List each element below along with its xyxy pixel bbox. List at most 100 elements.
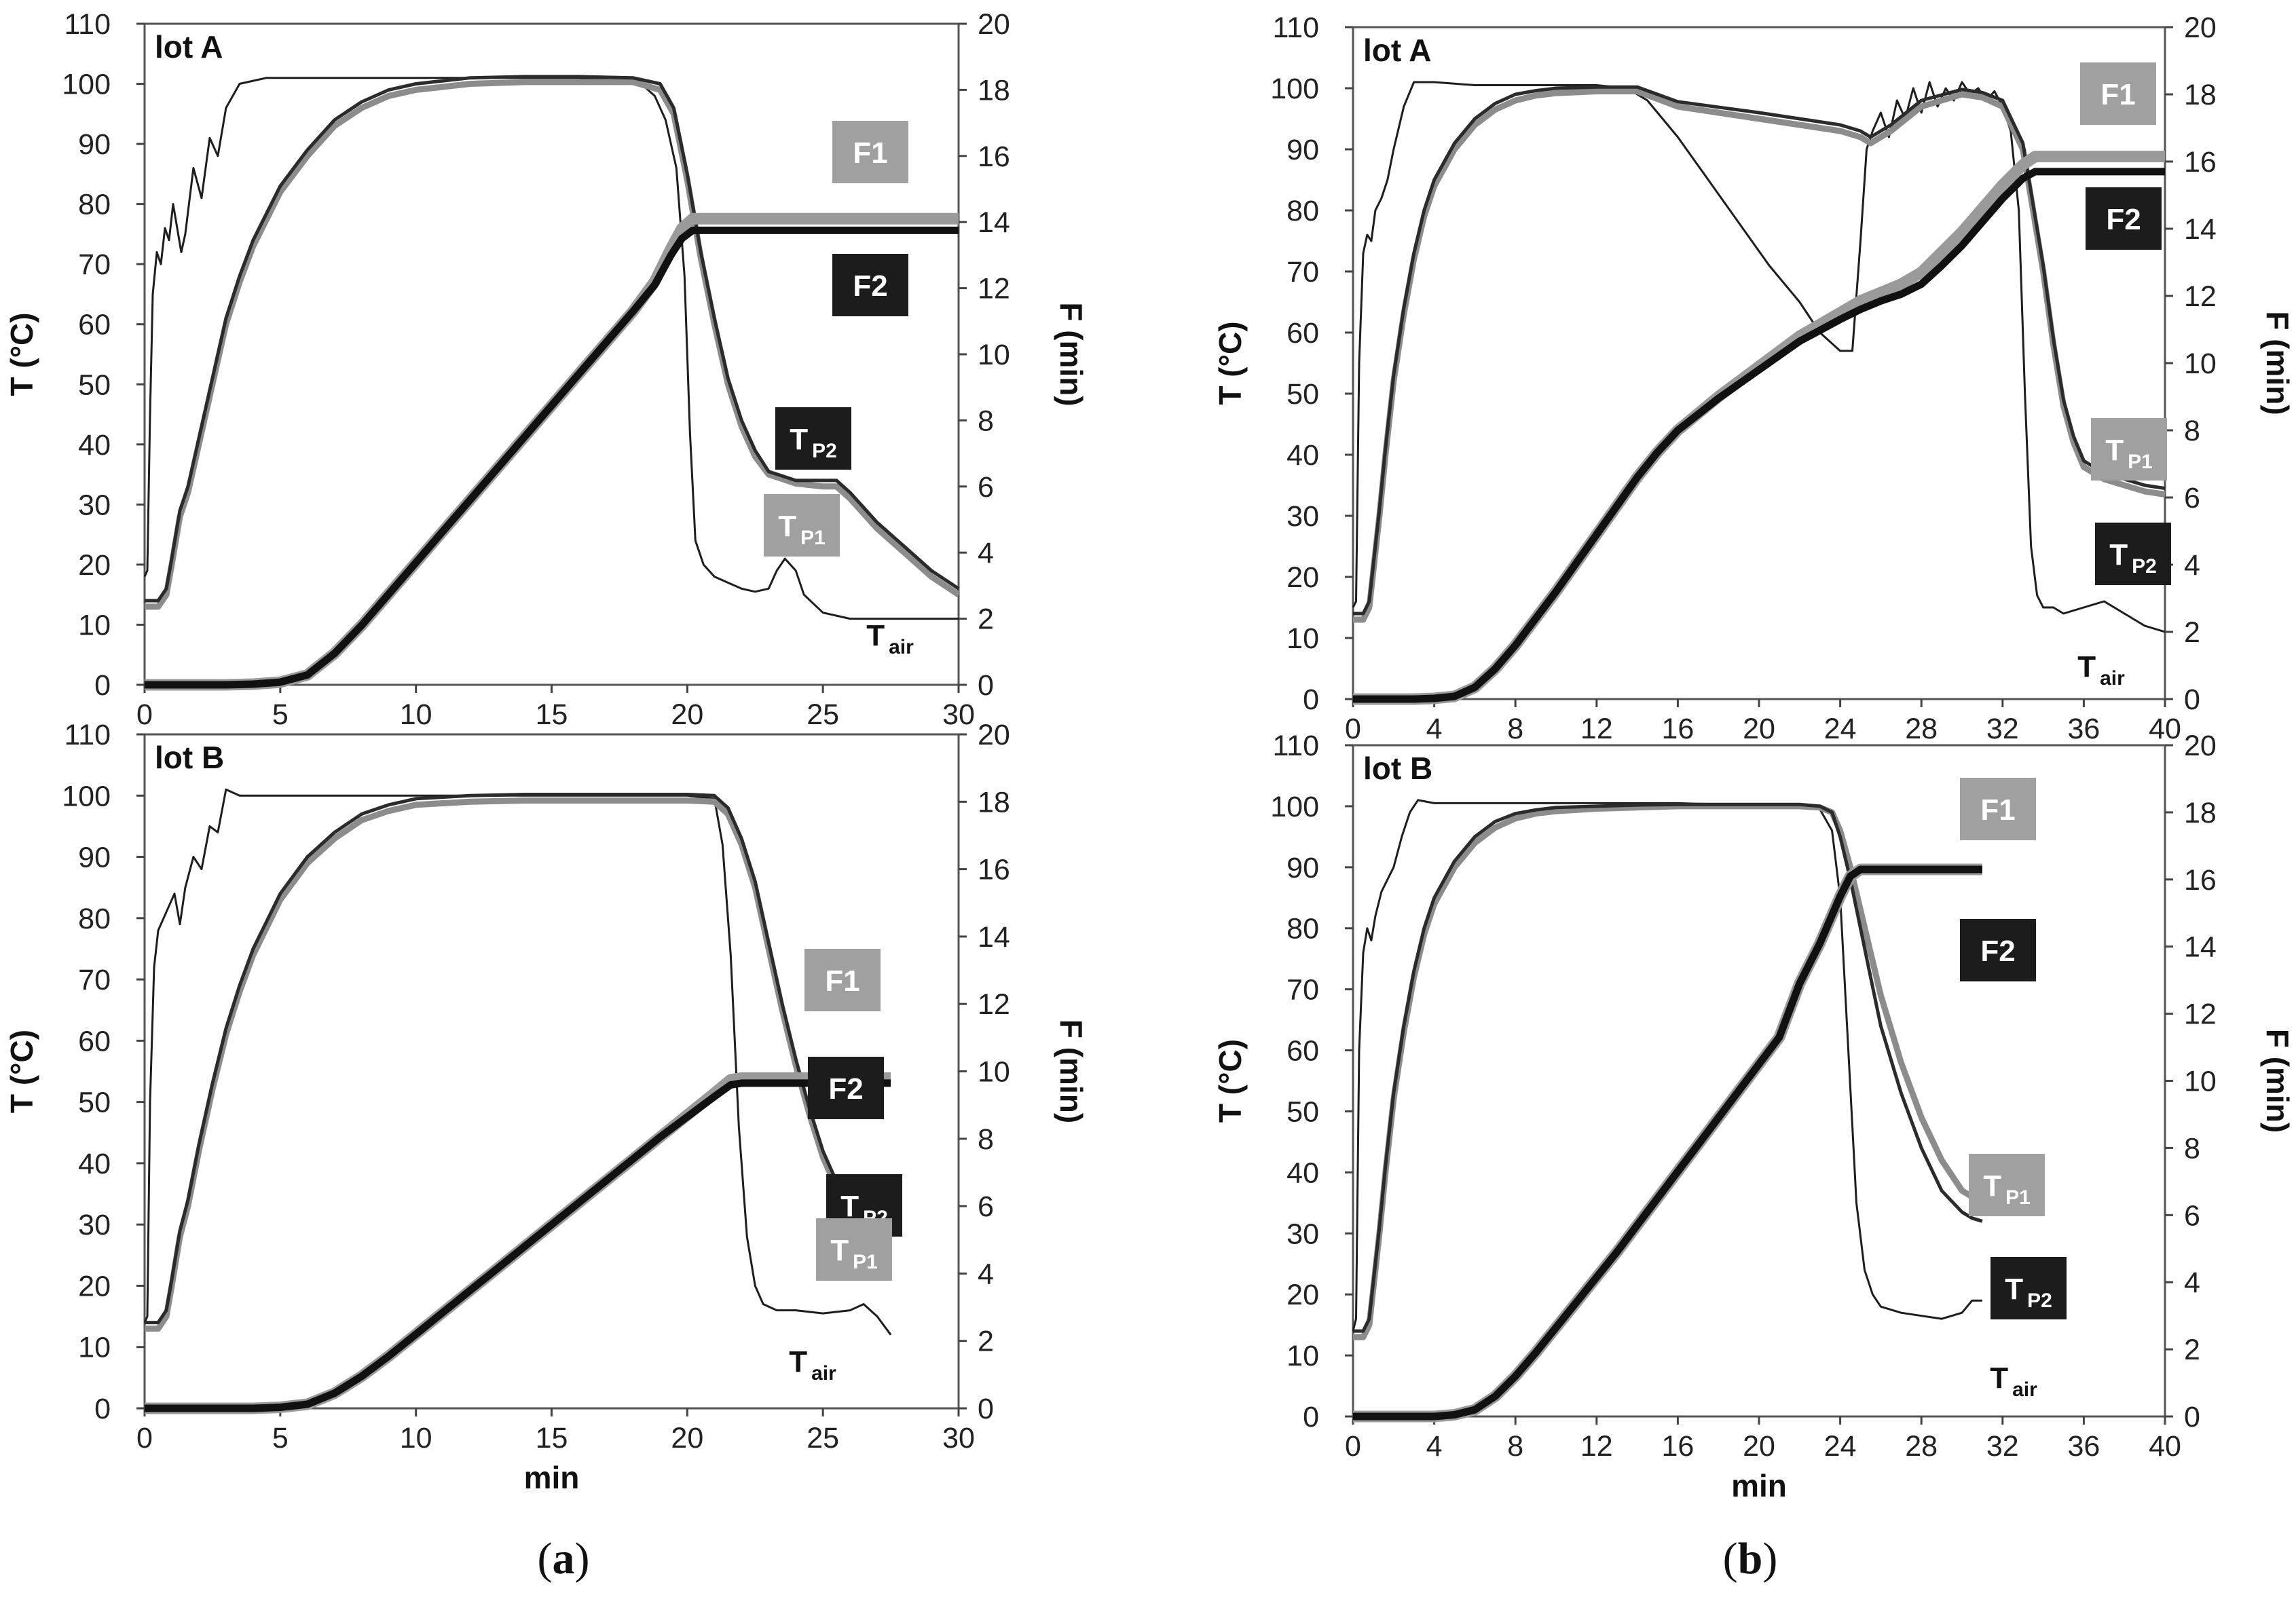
chart-a-lotB-1-xlabel: min (524, 1460, 580, 1495)
chart-a-lotA-0-label-box-0 (832, 121, 908, 183)
chart-a-lotB-1-label-text-3: T P1 (830, 1234, 878, 1273)
chart-b-lotA-2-x-tick-label-3: 12 (1580, 713, 1613, 745)
chart-b-lotA-2-label-text-2: T P1 (2105, 434, 2153, 473)
chart-b-lotA-2-yr-tick-label-0: 0 (2184, 683, 2200, 716)
chart-a-lotA-0-yl-tick-label-6: 60 (78, 309, 111, 341)
chart-b-lotB-3-x-tick-label-8: 32 (1986, 1430, 2019, 1463)
chart-a-lotB-1-yl-tick-label-5: 50 (78, 1087, 111, 1119)
chart-a-lotB-1-x-tick-label-3: 15 (536, 1422, 568, 1454)
chart-b-lotA-2-x-tick-label-7: 28 (1905, 713, 1938, 745)
chart-a-lotA-0-ylabel-right: F (min) (1054, 302, 1089, 406)
chart-b-lotA-2-ylabel-right: F (min) (2260, 311, 2295, 415)
chart-a-lotA-0-yr-tick-label-10: 20 (978, 8, 1010, 41)
chart-b-lotA-2-x-tick-label-2: 8 (1507, 713, 1523, 745)
chart-b-lotA-2-yl-tick-label-4: 40 (1286, 439, 1319, 472)
chart-b-lotB-3-yr-tick-label-10: 20 (2184, 730, 2217, 762)
chart-a-lotA-0-yl-tick-label-0: 0 (94, 669, 111, 702)
chart-b-lotA-2-x-tick-label-0: 0 (1345, 713, 1361, 745)
chart-b-lotA-2-label-f2: F2 (2086, 187, 2162, 250)
chart-b-lotA-2-yl-tick-label-1: 10 (1286, 622, 1319, 655)
chart-a-lotB-1-title: lot B (155, 740, 224, 775)
chart-a-lotB-1-series-tair-line (143, 788, 892, 1336)
chart-a-lotB-1: 0 5 10 15 20 25 300102030405060708090100110024… (4, 719, 1089, 1495)
chart-b-lotB-3-yr-tick-label-7: 14 (2184, 931, 2217, 964)
caption-a: (a) (538, 1534, 590, 1583)
chart-a-lotB-1-label-f1: F1 (804, 949, 881, 1011)
chart-a-lotA-0-x-tick-label-5: 25 (807, 698, 839, 731)
chart-b-lotA-2-label-box-1 (2086, 187, 2162, 250)
chart-b-lotB-3-label-tp2: T P2 (1991, 1257, 2067, 1319)
chart-b-lotB-3-x-tick-label-0: 0 (1345, 1430, 1361, 1463)
chart-a-lotA-0-series-tp2-line (145, 75, 960, 603)
chart-b-lotB-3-x-tick-label-3: 12 (1580, 1430, 1613, 1463)
chart-a-lotA-0-yl-tick-label-1: 10 (78, 609, 111, 641)
chart-a-lotB-1-yr-tick-label-10: 20 (978, 719, 1010, 751)
chart-b-lotA-2-series-tp2-line (1353, 85, 2166, 616)
chart-a-lotA-0-yr-tick-label-3: 6 (978, 471, 994, 504)
chart-b-lotA-2-yr-tick-label-8: 16 (2184, 146, 2217, 179)
chart-a-lotB-1-ylabel-right: F (min) (1054, 1019, 1089, 1123)
chart-a-lotA-0-x-tick-label-4: 20 (671, 698, 703, 731)
chart-a-lotB-1-yr-tick-label-5: 10 (978, 1056, 1010, 1089)
chart-a-lotB-1-yl-tick-label-4: 40 (78, 1148, 111, 1180)
chart-a-lotA-0-x-tick-label-2: 10 (400, 698, 432, 731)
chart-b-lotB-3-series-tp2-line (1353, 802, 1983, 1333)
chart-b-lotB-3-ylabel-left: T (°C) (1212, 1039, 1248, 1123)
chart-a-lotA-0-label-text-3: T P1 (778, 510, 826, 549)
chart-b-lotB-3-yr-tick-label-2: 4 (2184, 1266, 2200, 1299)
chart-b-lotA-2-x-tick-label-10: 40 (2149, 713, 2181, 745)
chart-a-lotB-1-yl-tick-label-9: 90 (78, 842, 111, 874)
chart-b-lotA-2-label-text-0: F1 (2100, 78, 2135, 111)
chart-a-lotB-1-yr-tick-label-9: 18 (978, 786, 1010, 819)
chart-b-lotA-2-yl-tick-label-6: 60 (1286, 317, 1319, 350)
chart-a-lotA-0-yl-tick-label-4: 40 (78, 429, 111, 462)
chart-b-lotB-3-label-text-3: T P2 (2005, 1273, 2052, 1312)
chart-b-lotA-2-yl-tick-label-7: 70 (1286, 256, 1319, 288)
chart-a-lotB-1-x-tick-label-6: 30 (942, 1422, 975, 1454)
chart-a-lotB-1-yl-tick-label-10: 100 (62, 780, 111, 812)
chart-a-lotB-1-label-box-3 (816, 1218, 892, 1281)
chart-a-lotB-1-yr-tick-label-7: 14 (978, 921, 1010, 954)
chart-b-lotB-3-series-f2-line (1353, 865, 1982, 1421)
panels: 0 5 10 15 20 25 300102030405060708090100110024… (4, 8, 2295, 1503)
chart-b-lotB-3: 0 4 8 12 16 20 24 28 32 36 40010203040506070809010… (1212, 730, 2295, 1503)
chart-b-lotA-2-yr-tick-label-7: 14 (2184, 213, 2217, 246)
chart-b-lotA-2-yr-tick-label-9: 18 (2184, 79, 2217, 111)
chart-b-lotA-2-x-tick-label-5: 20 (1743, 713, 1775, 745)
chart-b-lotA-2-label-box-0 (2080, 62, 2156, 125)
chart-b-lotB-3-yr-tick-label-5: 10 (2184, 1066, 2217, 1098)
chart-b-lotB-3-yl-tick-label-2: 20 (1286, 1279, 1319, 1311)
chart-a-lotA-0-yr-tick-label-4: 8 (978, 405, 994, 437)
chart-a-lotA-0-label-text-1: F2 (853, 269, 887, 303)
chart-a-lotB-1-label-tp1: T P1 (816, 1218, 892, 1281)
chart-a-lotA-0-x-tick-label-6: 30 (942, 698, 975, 731)
chart-b-lotB-3-label-box-1 (1960, 919, 2036, 981)
chart-b-lotB-3-yl-tick-label-3: 30 (1286, 1218, 1319, 1250)
chart-a-lotB-1-label-box-0 (804, 949, 881, 1011)
chart-a-lotA-0-yr-tick-label-7: 14 (978, 206, 1010, 239)
chart-a-lotB-1-yl-tick-label-6: 60 (78, 1025, 111, 1057)
chart-a-lotA-0-label-box-1 (832, 254, 908, 316)
chart-a-lotB-1-yl-tick-label-0: 0 (94, 1393, 111, 1425)
chart-a-lotA-0-x-tick-label-1: 5 (272, 698, 289, 731)
chart-b-lotB-3-yl-tick-label-7: 70 (1286, 974, 1319, 1007)
chart-b-lotB-3-yr-tick-label-8: 16 (2184, 864, 2217, 897)
chart-b-lotB-3-yl-tick-label-4: 40 (1286, 1157, 1319, 1189)
chart-b-lotB-3-yr-tick-label-4: 8 (2184, 1132, 2200, 1165)
chart-a-lotA-0-yr-tick-label-8: 16 (978, 140, 1010, 173)
chart-b-lotB-3-label-box-0 (1960, 778, 2036, 840)
chart-a-lotB-1-x-tick-label-0: 0 (136, 1422, 153, 1454)
chart-a-lotB-1-label-text-1: F2 (828, 1072, 863, 1106)
chart-a-lotA-0-label-tp1: T P1 (764, 494, 840, 557)
chart-b-lotA-2-yr-tick-label-10: 20 (2184, 12, 2217, 44)
chart-a-lotA-0-yr-tick-label-5: 10 (978, 339, 1010, 371)
chart-b-lotA-2-yl-tick-label-8: 80 (1286, 195, 1319, 227)
chart-a-lotB-1-yl-tick-label-8: 80 (78, 903, 111, 935)
chart-b-lotA-2-yl-tick-label-2: 20 (1286, 561, 1319, 594)
chart-b-lotB-3-label-tp1: T P1 (1969, 1154, 2045, 1216)
